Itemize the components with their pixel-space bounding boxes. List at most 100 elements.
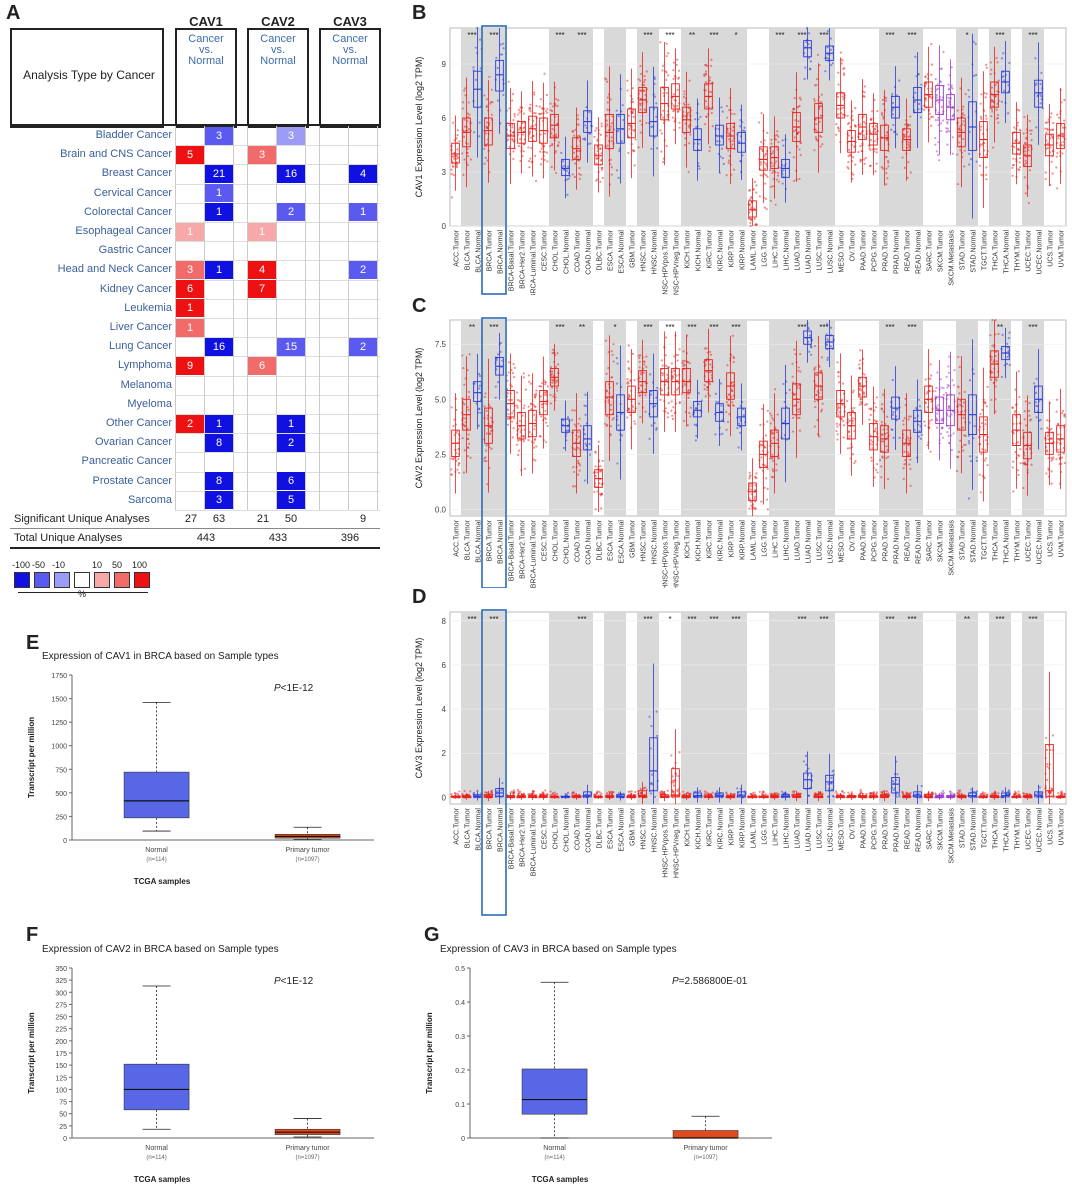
- data-point: [880, 440, 883, 443]
- significance-mark: ***: [709, 323, 718, 332]
- x-tick-label: BRCA.Normal: [498, 230, 505, 274]
- data-point: [488, 432, 491, 436]
- box-kirc-normal: [715, 124, 724, 146]
- subheader-line-3: Normal: [332, 55, 368, 67]
- pair-shading: [703, 612, 725, 804]
- data-point: [1024, 146, 1027, 149]
- data-point: [533, 393, 536, 396]
- data-point: [549, 402, 552, 405]
- significance-mark: *: [613, 323, 616, 332]
- data-point: [455, 459, 458, 462]
- data-point: [522, 376, 525, 379]
- data-point: [863, 91, 866, 94]
- data-point: [975, 160, 978, 163]
- x-tick-label: PRAD.Normal: [894, 520, 901, 564]
- data-point: [512, 92, 515, 96]
- data-point: [771, 164, 774, 168]
- data-point: [593, 490, 596, 494]
- data-point: [494, 385, 497, 388]
- data-point: [571, 129, 574, 133]
- data-point: [650, 782, 653, 785]
- data-point: [775, 463, 778, 466]
- data-point: [917, 73, 920, 76]
- data-point: [810, 353, 813, 356]
- data-point: [528, 430, 531, 434]
- data-point: [732, 356, 736, 360]
- data-point: [626, 416, 629, 419]
- data-point: [941, 417, 944, 420]
- data-point: [765, 477, 768, 480]
- data-point: [615, 357, 618, 360]
- x-tick-label: TGCT.Tumor: [982, 519, 989, 560]
- data-point: [529, 382, 533, 385]
- y-tick-label: 6: [442, 661, 447, 670]
- data-point: [1034, 57, 1037, 60]
- data-point: [539, 163, 543, 166]
- data-point: [599, 465, 602, 468]
- data-point: [858, 403, 861, 406]
- box-lusc-normal: [825, 774, 834, 792]
- data-point: [616, 462, 619, 465]
- data-point: [566, 178, 569, 181]
- data-point: [875, 396, 878, 399]
- data-point: [936, 404, 939, 407]
- data-point: [818, 120, 821, 123]
- data-point: [1050, 470, 1053, 473]
- data-point: [686, 424, 690, 427]
- data-point: [528, 380, 531, 383]
- data-point: [555, 792, 559, 796]
- data-point: [512, 427, 515, 430]
- data-point: [859, 359, 862, 362]
- significance-mark: ***: [731, 615, 740, 624]
- data-point: [1011, 406, 1014, 409]
- data-point: [599, 133, 602, 136]
- data-point: [841, 59, 844, 62]
- x-tick-label: KIRC.Tumor: [707, 807, 714, 846]
- data-point: [631, 111, 634, 115]
- data-point: [1024, 159, 1027, 162]
- data-point: [566, 416, 570, 419]
- data-point: [958, 141, 961, 144]
- data-point: [791, 381, 795, 384]
- data-point: [956, 183, 960, 186]
- data-point: [788, 388, 791, 391]
- data-point: [484, 456, 487, 459]
- x-tick-label: SKCM.Metastasis: [949, 230, 956, 286]
- data-point: [1063, 413, 1066, 416]
- data-point: [791, 790, 795, 793]
- x-tick-label: GBM.Tumor: [630, 807, 637, 846]
- data-point: [837, 108, 840, 111]
- panel-letter-e: E: [26, 632, 40, 654]
- data-point: [836, 407, 839, 410]
- data-point: [589, 142, 592, 145]
- data-point: [626, 377, 629, 381]
- data-point: [511, 137, 514, 141]
- data-point: [457, 464, 460, 467]
- data-point: [464, 417, 467, 420]
- x-tick-label: KIRP.Normal: [740, 520, 747, 560]
- data-point: [901, 156, 904, 159]
- data-point: [782, 382, 785, 386]
- data-point: [885, 183, 888, 186]
- data-point: [600, 507, 603, 510]
- data-point: [1012, 432, 1015, 435]
- data-point: [666, 373, 669, 376]
- y-tick-label: 3: [442, 168, 447, 177]
- data-point: [453, 157, 456, 160]
- data-point: [914, 416, 917, 420]
- data-point: [753, 791, 756, 794]
- data-point: [640, 390, 643, 393]
- data-point: [606, 101, 609, 104]
- data-point: [544, 789, 547, 792]
- data-point: [1006, 355, 1009, 359]
- data-point: [650, 724, 653, 728]
- data-point: [610, 350, 613, 353]
- data-point: [748, 471, 751, 474]
- data-point: [1063, 462, 1066, 465]
- heat-cell-cav2-breast-cancer-down: 16: [277, 164, 305, 183]
- data-point: [853, 406, 856, 410]
- data-point: [466, 446, 470, 449]
- data-point: [458, 790, 461, 793]
- data-point: [664, 364, 668, 367]
- data-point: [975, 73, 978, 77]
